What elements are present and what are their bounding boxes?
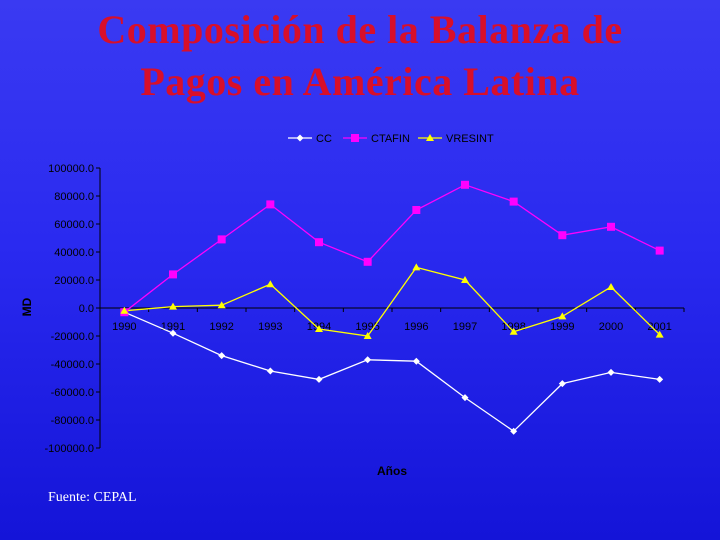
y-tick-label: 40000.0	[54, 247, 94, 259]
cc-series-line	[124, 311, 660, 433]
cc-point	[412, 357, 420, 365]
legend-cc-label: CC	[316, 133, 332, 145]
ctafin-point	[607, 222, 615, 231]
x-tick-label: 1990	[112, 321, 136, 333]
vresint-series-line	[124, 266, 661, 337]
vresint-point	[461, 276, 469, 283]
y-tick-label: 0.0	[79, 303, 94, 315]
ctafin-point	[363, 257, 372, 266]
y-axis-title: MD	[20, 297, 34, 316]
cc-point	[218, 352, 226, 360]
y-tick-label: -100000.0	[44, 443, 94, 455]
x-tick-label: 1997	[453, 321, 477, 333]
ctafin-point	[169, 270, 177, 279]
vresint-point	[558, 312, 567, 320]
cc-point	[558, 380, 566, 388]
x-tick-label: 2001	[647, 321, 671, 333]
y-tick-label: -60000.0	[51, 387, 94, 399]
legend-vresint-marker	[426, 134, 434, 141]
slide-title-line-2: Pagos en América Latina	[140, 59, 580, 104]
y-tick-label: -40000.0	[51, 359, 94, 371]
x-tick-label: 2000	[599, 321, 623, 333]
y-tick-label: 20000.0	[54, 275, 94, 287]
legend-cc-marker	[296, 134, 304, 142]
legend-ctafin-label: CTAFIN	[371, 133, 410, 145]
cc-point	[266, 367, 274, 375]
ctafin-point	[461, 180, 469, 189]
ctafin-point	[412, 206, 421, 214]
ctafin-point	[315, 238, 323, 247]
line-chart: 100000.0 80000.0 60000.0 40000.0 20000.0 0.0 -…	[20, 133, 685, 478]
cc-point	[169, 329, 177, 337]
vresint-point	[120, 306, 129, 314]
vresint-point	[509, 327, 518, 335]
vresint-point	[655, 330, 664, 338]
legend-ctafin-marker	[351, 134, 359, 142]
vresint-point	[217, 301, 226, 309]
y-tick-label: 60000.0	[54, 219, 94, 231]
cc-point	[656, 375, 664, 383]
chart-legend: CC CTAFIN VRESINT	[288, 133, 494, 145]
y-tick-label: 80000.0	[54, 191, 94, 203]
ctafin-point	[217, 235, 226, 244]
ctafin-point	[655, 246, 664, 255]
cc-point	[461, 394, 469, 402]
vresint-point	[266, 280, 275, 288]
x-axis-title: Años	[377, 464, 407, 478]
y-tick-labels: 100000.0 80000.0 60000.0 40000.0 20000.0 0.0 -…	[44, 163, 94, 455]
ctafin-series-line	[123, 184, 660, 313]
y-tick-label: 100000.0	[48, 163, 94, 175]
vresint-point	[412, 263, 421, 271]
y-tick-label: -20000.0	[51, 331, 94, 343]
series-markers	[120, 180, 664, 435]
chart-axes	[96, 167, 685, 449]
ctafin-point	[558, 231, 567, 240]
legend-vresint-label: VRESINT	[446, 133, 494, 145]
x-tick-label: 1992	[209, 321, 233, 333]
slide-title-line-1: Composición de la Balanza de	[97, 7, 623, 52]
vresint-point	[169, 302, 177, 310]
ctafin-point	[509, 197, 518, 206]
cc-point	[364, 356, 372, 364]
cc-point	[315, 375, 323, 383]
slide-title: Composición de la Balanza de Pagos en Am…	[0, 4, 720, 108]
x-tick-label: 1999	[550, 321, 574, 333]
x-tick-labels: 1990199119921993199419951996199719981999…	[112, 321, 672, 333]
vresint-point	[607, 283, 615, 290]
vresint-point	[363, 332, 372, 339]
source-note: Fuente: CEPAL	[48, 490, 137, 505]
series-lines	[123, 184, 661, 433]
cc-point	[510, 427, 518, 435]
cc-point	[607, 368, 615, 376]
x-tick-label: 1993	[258, 321, 282, 333]
ctafin-point	[266, 200, 275, 209]
x-tick-label: 1995	[355, 321, 379, 333]
vresint-point	[315, 325, 323, 332]
y-tick-label: -80000.0	[51, 415, 94, 427]
x-tick-label: 1996	[404, 321, 428, 333]
